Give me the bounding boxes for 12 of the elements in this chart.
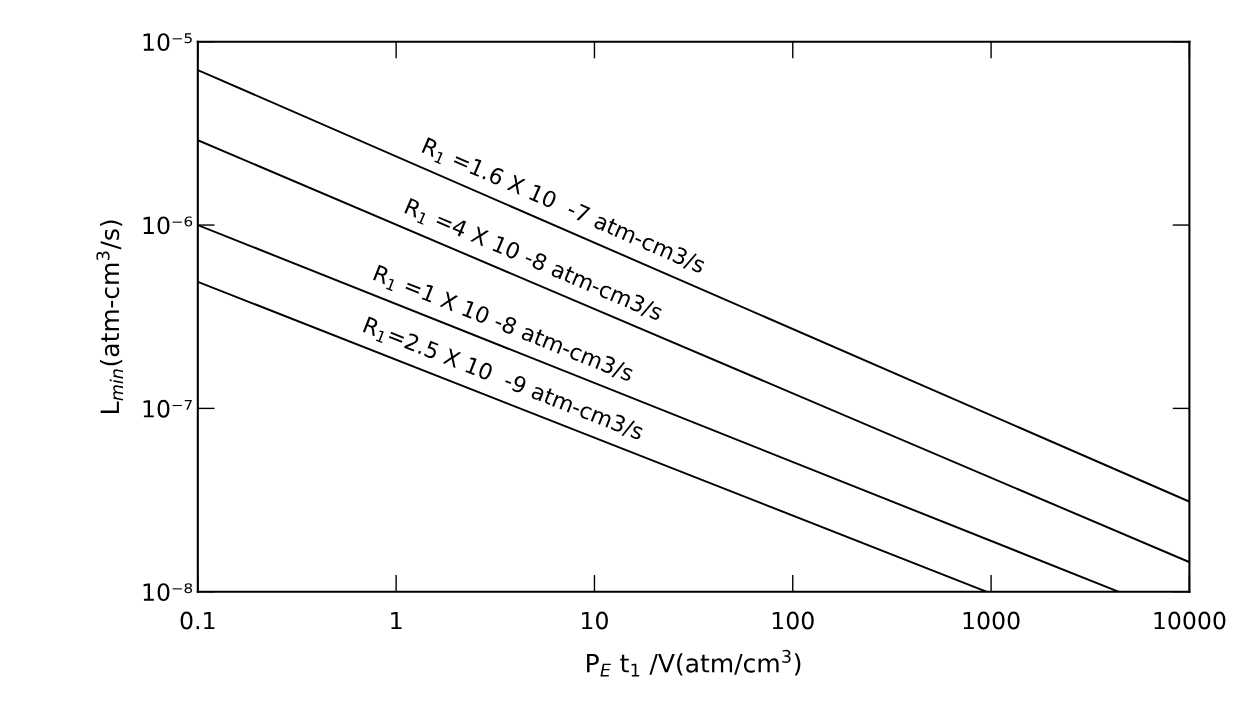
y-tick-label: 10⁻⁷ xyxy=(143,399,192,418)
x-axis-title: P$_{E}$ t$_{1}$ /V(atm/cm$^{3}$) xyxy=(587,649,801,677)
x-tick-label: 100 xyxy=(772,611,814,630)
x-tick-label: 0.1 xyxy=(180,611,215,630)
x-tick-label: 10 xyxy=(582,611,608,630)
y-tick-label: 10⁻⁸ xyxy=(143,583,193,602)
y-tick-label: 10⁻⁶ xyxy=(143,216,193,235)
y-axis-title: L$_{min}$(atm-cm$^{3}$/s) xyxy=(96,220,124,413)
x-tick-label: 1 xyxy=(391,611,402,630)
x-tick-label: 1000 xyxy=(963,611,1020,630)
x-tick-label: 10000 xyxy=(1154,611,1226,630)
y-tick-label: 10⁻⁵ xyxy=(143,33,192,52)
